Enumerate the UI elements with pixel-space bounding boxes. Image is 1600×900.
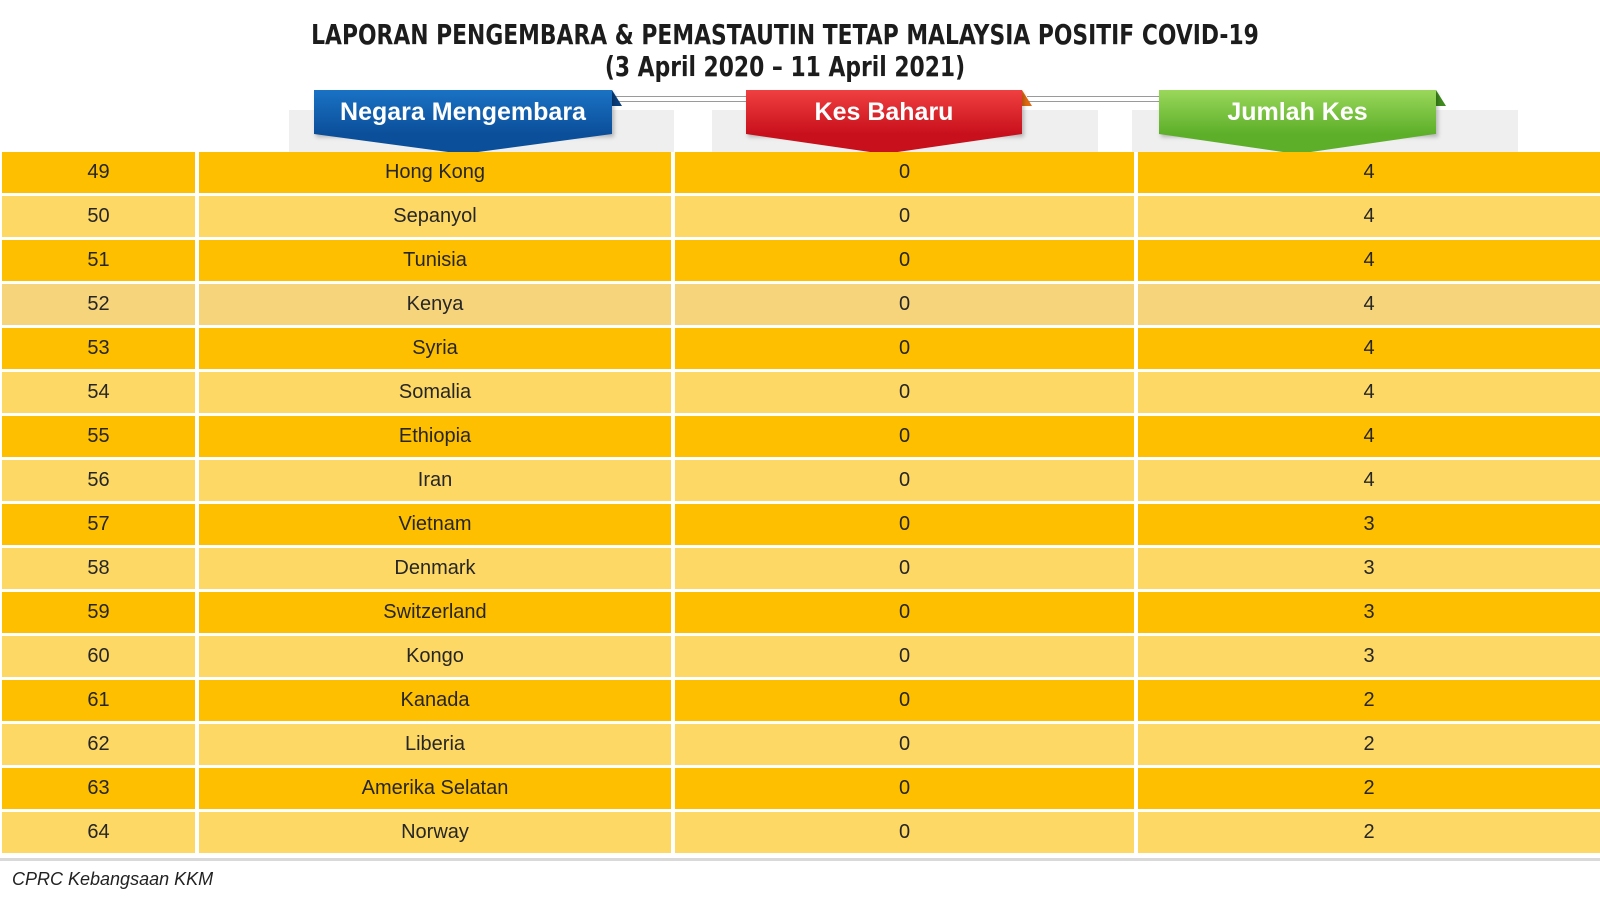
new-cases-header-label: Kes Baharu [814,97,954,126]
new-cases-value: 0 [675,284,1134,325]
row-number: 56 [2,460,195,501]
new-cases-value: 0 [675,328,1134,369]
report-title: LAPORAN PENGEMBARA & PEMASTAUTIN TETAP M… [311,18,1259,51]
header-connector [1027,96,1159,102]
country-name: Vietnam [199,504,671,545]
table-row: 54 Somalia 0 4 [0,372,1600,413]
new-cases-value: 0 [675,460,1134,501]
country-name: Tunisia [199,240,671,281]
row-number: 53 [2,328,195,369]
country-name: Liberia [199,724,671,765]
table-row: 59 Switzerland 0 3 [0,592,1600,633]
table-row: 62 Liberia 0 2 [0,724,1600,765]
new-cases-value: 0 [675,768,1134,809]
country-name: Syria [199,328,671,369]
new-cases-value: 0 [675,240,1134,281]
report-date-range: (3 April 2020 – 11 April 2021) [604,50,966,83]
table-row: 60 Kongo 0 3 [0,636,1600,677]
new-cases-header-banner: Kes Baharu [746,90,1022,134]
new-cases-value: 0 [675,724,1134,765]
country-name: Somalia [199,372,671,413]
row-number: 51 [2,240,195,281]
table-row: 57 Vietnam 0 3 [0,504,1600,545]
banner-point [314,134,612,154]
total-cases-value: 4 [1138,416,1600,457]
total-cases-value: 3 [1138,548,1600,589]
table-row: 63 Amerika Selatan 0 2 [0,768,1600,809]
table-row: 55 Ethiopia 0 4 [0,416,1600,457]
country-name: Kongo [199,636,671,677]
total-cases-header-banner: Jumlah Kes [1159,90,1436,134]
total-cases-value: 2 [1138,724,1600,765]
total-cases-header-label: Jumlah Kes [1227,97,1368,126]
header-connector [615,96,750,102]
total-cases-value: 3 [1138,592,1600,633]
new-cases-value: 0 [675,196,1134,237]
row-number: 62 [2,724,195,765]
row-number: 54 [2,372,195,413]
total-cases-value: 4 [1138,328,1600,369]
table-row: 52 Kenya 0 4 [0,284,1600,325]
row-number: 55 [2,416,195,457]
row-number: 61 [2,680,195,721]
total-cases-value: 2 [1138,812,1600,853]
row-number: 50 [2,196,195,237]
new-cases-value: 0 [675,372,1134,413]
country-name: Switzerland [199,592,671,633]
country-header-banner: Negara Mengembara [314,90,612,134]
table-row: 61 Kanada 0 2 [0,680,1600,721]
country-name: Iran [199,460,671,501]
total-cases-value: 3 [1138,636,1600,677]
new-cases-value: 0 [675,504,1134,545]
table-row: 64 Norway 0 2 [0,812,1600,853]
country-name: Norway [199,812,671,853]
country-name: Kanada [199,680,671,721]
total-cases-value: 4 [1138,284,1600,325]
country-name: Amerika Selatan [199,768,671,809]
country-name: Kenya [199,284,671,325]
banner-point [746,134,1022,154]
table-row: 56 Iran 0 4 [0,460,1600,501]
country-header-label: Negara Mengembara [340,97,586,126]
total-cases-value: 4 [1138,152,1600,193]
country-name: Hong Kong [199,152,671,193]
new-cases-value: 0 [675,636,1134,677]
banner-fold [1436,90,1446,106]
row-number: 64 [2,812,195,853]
table-row: 58 Denmark 0 3 [0,548,1600,589]
row-number: 60 [2,636,195,677]
table-row: 50 Sepanyol 0 4 [0,196,1600,237]
new-cases-value: 0 [675,548,1134,589]
banner-fold [612,90,622,106]
total-cases-value: 2 [1138,768,1600,809]
row-number: 57 [2,504,195,545]
row-number: 52 [2,284,195,325]
total-cases-value: 4 [1138,372,1600,413]
banner-fold [1022,90,1032,106]
total-cases-value: 4 [1138,240,1600,281]
row-number: 49 [2,152,195,193]
total-cases-value: 2 [1138,680,1600,721]
row-number: 63 [2,768,195,809]
new-cases-value: 0 [675,152,1134,193]
country-name: Sepanyol [199,196,671,237]
banner-point [1159,134,1435,154]
table-row: 53 Syria 0 4 [0,328,1600,369]
country-name: Ethiopia [199,416,671,457]
new-cases-value: 0 [675,416,1134,457]
row-number: 58 [2,548,195,589]
table-row: 49 Hong Kong 0 4 [0,152,1600,193]
new-cases-value: 0 [675,592,1134,633]
table-row: 51 Tunisia 0 4 [0,240,1600,281]
new-cases-value: 0 [675,812,1134,853]
new-cases-value: 0 [675,680,1134,721]
total-cases-value: 4 [1138,460,1600,501]
country-name: Denmark [199,548,671,589]
row-number: 59 [2,592,195,633]
total-cases-value: 3 [1138,504,1600,545]
total-cases-value: 4 [1138,196,1600,237]
table-bottom-line [0,858,1600,861]
source-footer: CPRC Kebangsaan KKM [12,869,214,889]
